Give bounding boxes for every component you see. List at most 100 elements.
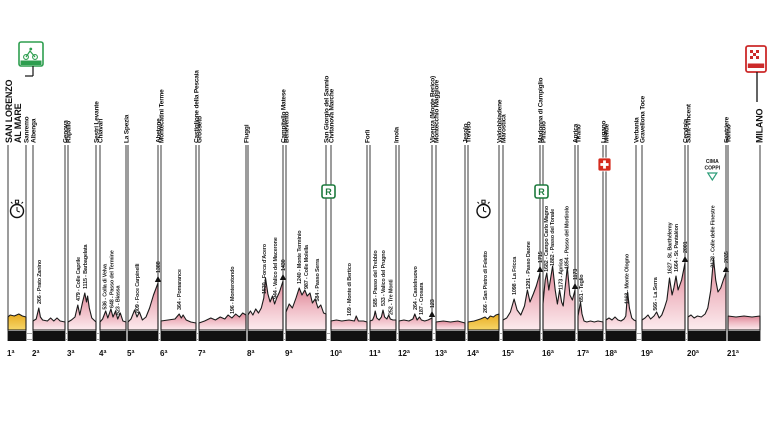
swiss-flag-icon [597,157,612,172]
city-label-start: Pinzolo [541,121,548,143]
stage-profile [67,292,97,331]
baseline-bar [436,331,465,341]
climb-label: 266 - San Pietro di Feletto [483,250,489,313]
city-label-start: Tirano [576,124,583,143]
city-label-finish: Jesolo [463,123,470,143]
baseline-bar [248,331,283,341]
stage-number: 4ª [99,349,106,358]
city-label-finish: Aprica [573,123,580,143]
stage-number: 10ª [330,349,342,358]
baseline-bar [8,331,26,341]
climb-label: 944 - Valico del Macerone [273,237,279,299]
summit-finish-arrow-icon [279,274,287,280]
baseline-bar [161,331,196,341]
climb-label: 809 - Foce Carpinelli [135,263,141,313]
stage-profile [99,308,127,331]
summit-finish-elevation: 1173 [573,269,579,280]
stage-number: 15ª [502,349,514,358]
city-label-start: Melide [604,123,611,143]
city-label-start: Grosseto [197,116,204,143]
stage-profile [398,313,433,331]
stage-profile [247,277,284,331]
city-label-finish: Sestriere [724,116,731,143]
stage-profile [127,282,159,331]
summit-finish-elevation: 1715 [538,251,544,263]
baseline-bar [399,331,432,341]
stage-number: 9ª [285,349,292,358]
stage-number: 13ª [435,349,447,358]
stage-profile [369,309,397,331]
climb-label: 187 - Crosara [419,282,425,315]
stage-profile [687,257,727,331]
climb-label: 1682 - Campo Carlo Magno [544,205,550,272]
climb-label: 1882 - Passo del Tonale [550,209,556,266]
baseline-bar [728,331,760,341]
city-label-start: Gravellona Toce [640,95,647,143]
summit-finish-arrow-icon [154,276,162,282]
climb-label: 566 - La Serra [653,276,659,310]
city-label-start: Benevento [284,111,291,143]
city-label-finish: Sanremo [24,116,31,143]
summit-finish-arrow-icon [536,266,544,272]
climb-label: 1115 - Barbagelata [83,243,89,289]
stage-profile [285,287,327,331]
baseline-bar [370,331,396,341]
baseline-bar [331,331,367,341]
climb-label: 196 - Monterotondo [230,266,236,314]
city-label-finish: Verbania [634,117,641,143]
stage-profile [605,291,637,331]
stage-number: 19ª [641,349,653,358]
baseline-bar [468,331,499,341]
city-label-finish: Vicenza (Monte Berico) [430,76,437,143]
baseline-bar [33,331,65,341]
climb-label: 1173 - Aprica [558,258,564,290]
timer-icon [9,199,25,219]
climb-label: 2178 - Colle delle Finestre [710,205,716,267]
rest-day-letter: R [325,187,332,197]
baseline-bar [606,331,636,341]
baseline-bar [199,331,246,341]
baseline-bar [68,331,96,341]
stage-number: 17ª [577,349,589,358]
stage-profile [467,313,500,331]
climb-label: 584 - Passo Serra [315,258,321,302]
climb-label: 1664 - St. Pantaléon [674,223,680,272]
stage-number: 18ª [605,349,617,358]
city-label-start: Saint-Vincent [686,103,693,143]
stage-profile [502,272,541,331]
city-label-finish: Forlì [365,130,372,143]
city-label-start: Rapallo [66,121,73,143]
city-label-finish: Fiuggi [244,124,251,143]
city-label-finish: Madonna di Campiglio [538,77,545,143]
stage-number: 16ª [542,349,554,358]
city-label-start: Civitanova Marche [329,88,336,143]
stage-number: 21ª [727,349,739,358]
stage-profile [198,312,247,331]
stage-number: 8ª [247,349,254,358]
city-label-finish: La Spezia [124,114,131,143]
city-label-start: Albenga [31,118,38,143]
rest-day-badge [534,184,549,199]
climb-label: 536 - Colla di Velva [103,263,109,310]
city-label-start: Marostica [501,114,508,143]
baseline-bar [543,331,575,341]
rest-day-badge [321,184,336,199]
city-label-finish: Sestri Levante [94,101,101,143]
summit-finish-arrow-icon [571,283,579,289]
summit-finish-elevation: 1430 [281,259,287,271]
rest-day-letter: R [538,187,545,197]
climb-label: 987 - Colle Molella [304,244,310,289]
stage-profile [160,313,197,331]
city-label-start: Montecatini Terme [159,89,166,143]
stage-number: 2ª [32,349,39,358]
stage-profile [32,307,66,331]
summit-finish-elevation: 2001 [683,241,689,253]
city-label-start: Treviso [466,121,473,143]
stage-profile [542,265,576,331]
stage-number: 12ª [398,349,410,358]
climb-label: 479 - Colle Caprile [76,257,82,301]
baseline-bar [688,331,726,341]
summit-finish-elevation: 123 [430,299,436,308]
